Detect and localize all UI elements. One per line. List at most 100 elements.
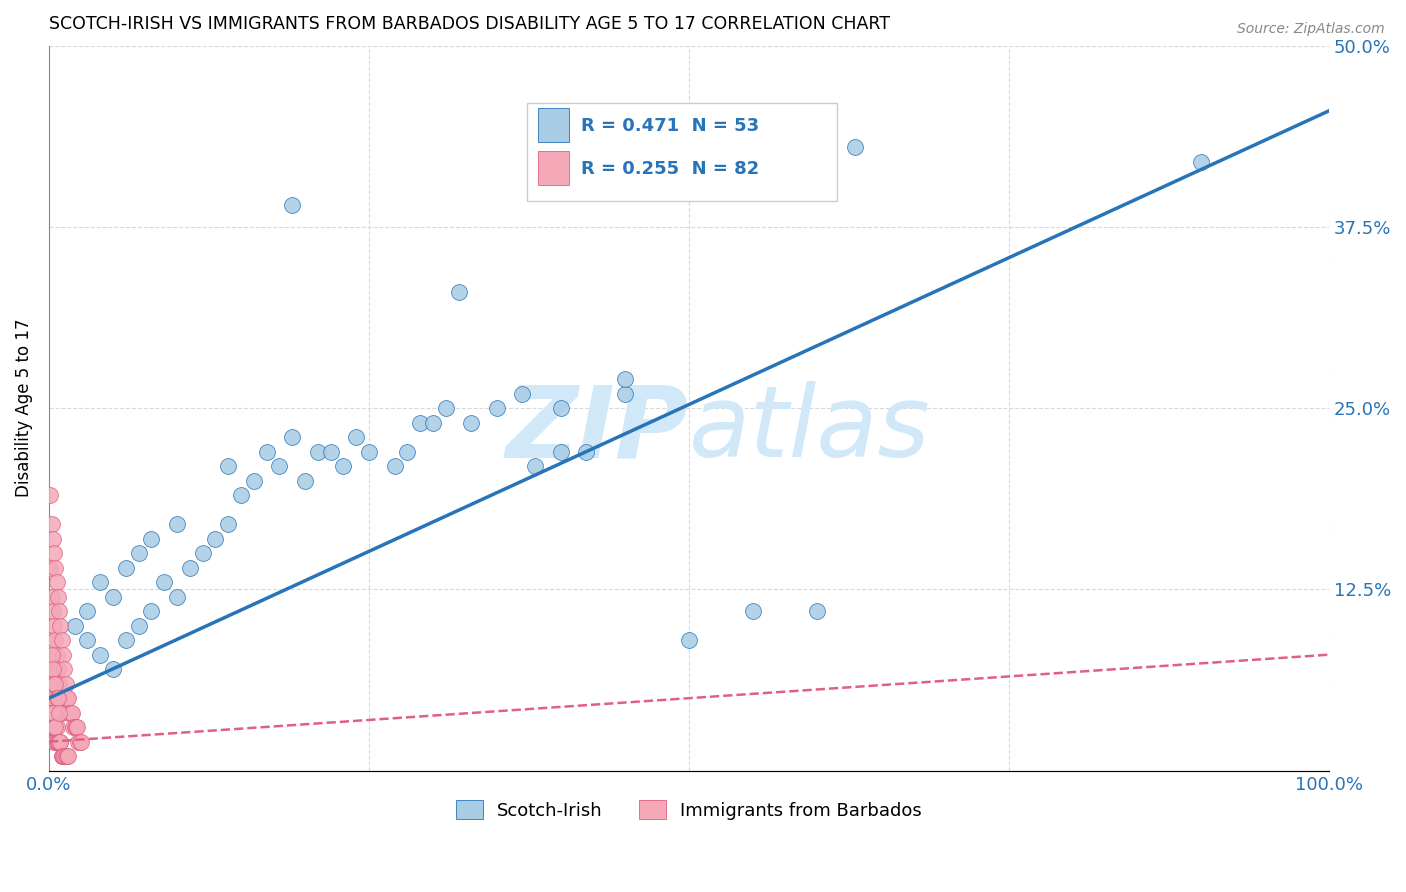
Point [76,633,98,648]
Point [46,734,69,748]
Point [141,532,163,546]
Point [550,401,572,416]
Point [485,401,508,416]
Point [60,706,83,720]
Point [49,734,72,748]
Point [332,459,354,474]
Point [806,604,828,618]
Point [101,590,124,604]
Point [53,662,76,676]
Point [45,691,67,706]
Point [44,706,66,720]
Point [613,386,636,401]
Point [114,560,136,574]
Point [46,734,69,748]
Point [55,676,77,690]
Point [384,459,406,474]
Point [51,706,73,720]
Point [41,720,63,734]
Point [39,633,62,648]
Point [422,416,444,430]
Point [229,488,252,502]
Point [204,532,226,546]
Point [45,734,67,748]
Point [52,648,75,662]
Point [48,676,70,690]
Point [45,720,67,734]
Text: Source: ZipAtlas.com: Source: ZipAtlas.com [1237,22,1385,37]
Point [65,720,87,734]
Point [41,648,63,662]
Text: ZIP: ZIP [506,382,689,478]
Legend: Scotch-Irish, Immigrants from Barbados: Scotch-Irish, Immigrants from Barbados [449,793,929,827]
Point [42,676,65,690]
Point [575,444,598,458]
Point [46,691,69,706]
Point [741,604,763,618]
Point [59,706,82,720]
Point [48,734,70,748]
Text: R = 0.255  N = 82: R = 0.255 N = 82 [581,160,759,178]
Point [63,720,86,734]
Point [42,604,65,618]
Point [46,590,69,604]
Point [42,720,65,734]
Point [41,590,63,604]
Point [42,546,65,560]
Point [56,749,79,764]
Point [307,444,329,458]
Point [56,749,79,764]
Point [141,604,163,618]
Point [56,691,79,706]
Point [114,633,136,648]
Point [89,648,111,662]
Point [166,590,188,604]
Point [44,560,66,574]
Point [153,575,176,590]
Point [294,474,316,488]
Point [1189,154,1212,169]
Point [269,459,291,474]
Point [51,749,73,764]
Point [63,618,86,632]
Point [42,720,65,734]
Point [55,749,77,764]
Point [39,560,62,574]
Point [281,430,304,444]
Point [217,459,239,474]
Point [52,749,75,764]
Point [42,691,65,706]
Point [447,285,470,300]
Point [128,618,150,632]
Point [53,749,76,764]
Point [48,706,70,720]
Point [69,734,91,748]
Point [58,706,80,720]
Point [55,749,77,764]
Text: SCOTCH-IRISH VS IMMIGRANTS FROM BARBADOS DISABILITY AGE 5 TO 17 CORRELATION CHAR: SCOTCH-IRISH VS IMMIGRANTS FROM BARBADOS… [49,15,890,33]
Point [396,444,419,458]
Point [53,749,76,764]
Point [66,720,89,734]
Point [42,706,65,720]
Point [434,401,457,416]
Point [56,749,79,764]
Point [256,444,278,458]
Point [844,140,866,154]
Point [460,416,482,430]
Point [128,546,150,560]
Point [512,386,534,401]
Point [89,575,111,590]
Point [49,618,72,632]
Point [42,691,65,706]
Point [39,488,62,502]
Point [56,691,79,706]
Point [44,706,66,720]
Point [41,517,63,532]
Y-axis label: Disability Age 5 to 17: Disability Age 5 to 17 [15,319,32,498]
Point [44,633,66,648]
Point [357,444,380,458]
Point [45,734,67,748]
Point [42,532,65,546]
Point [52,749,75,764]
